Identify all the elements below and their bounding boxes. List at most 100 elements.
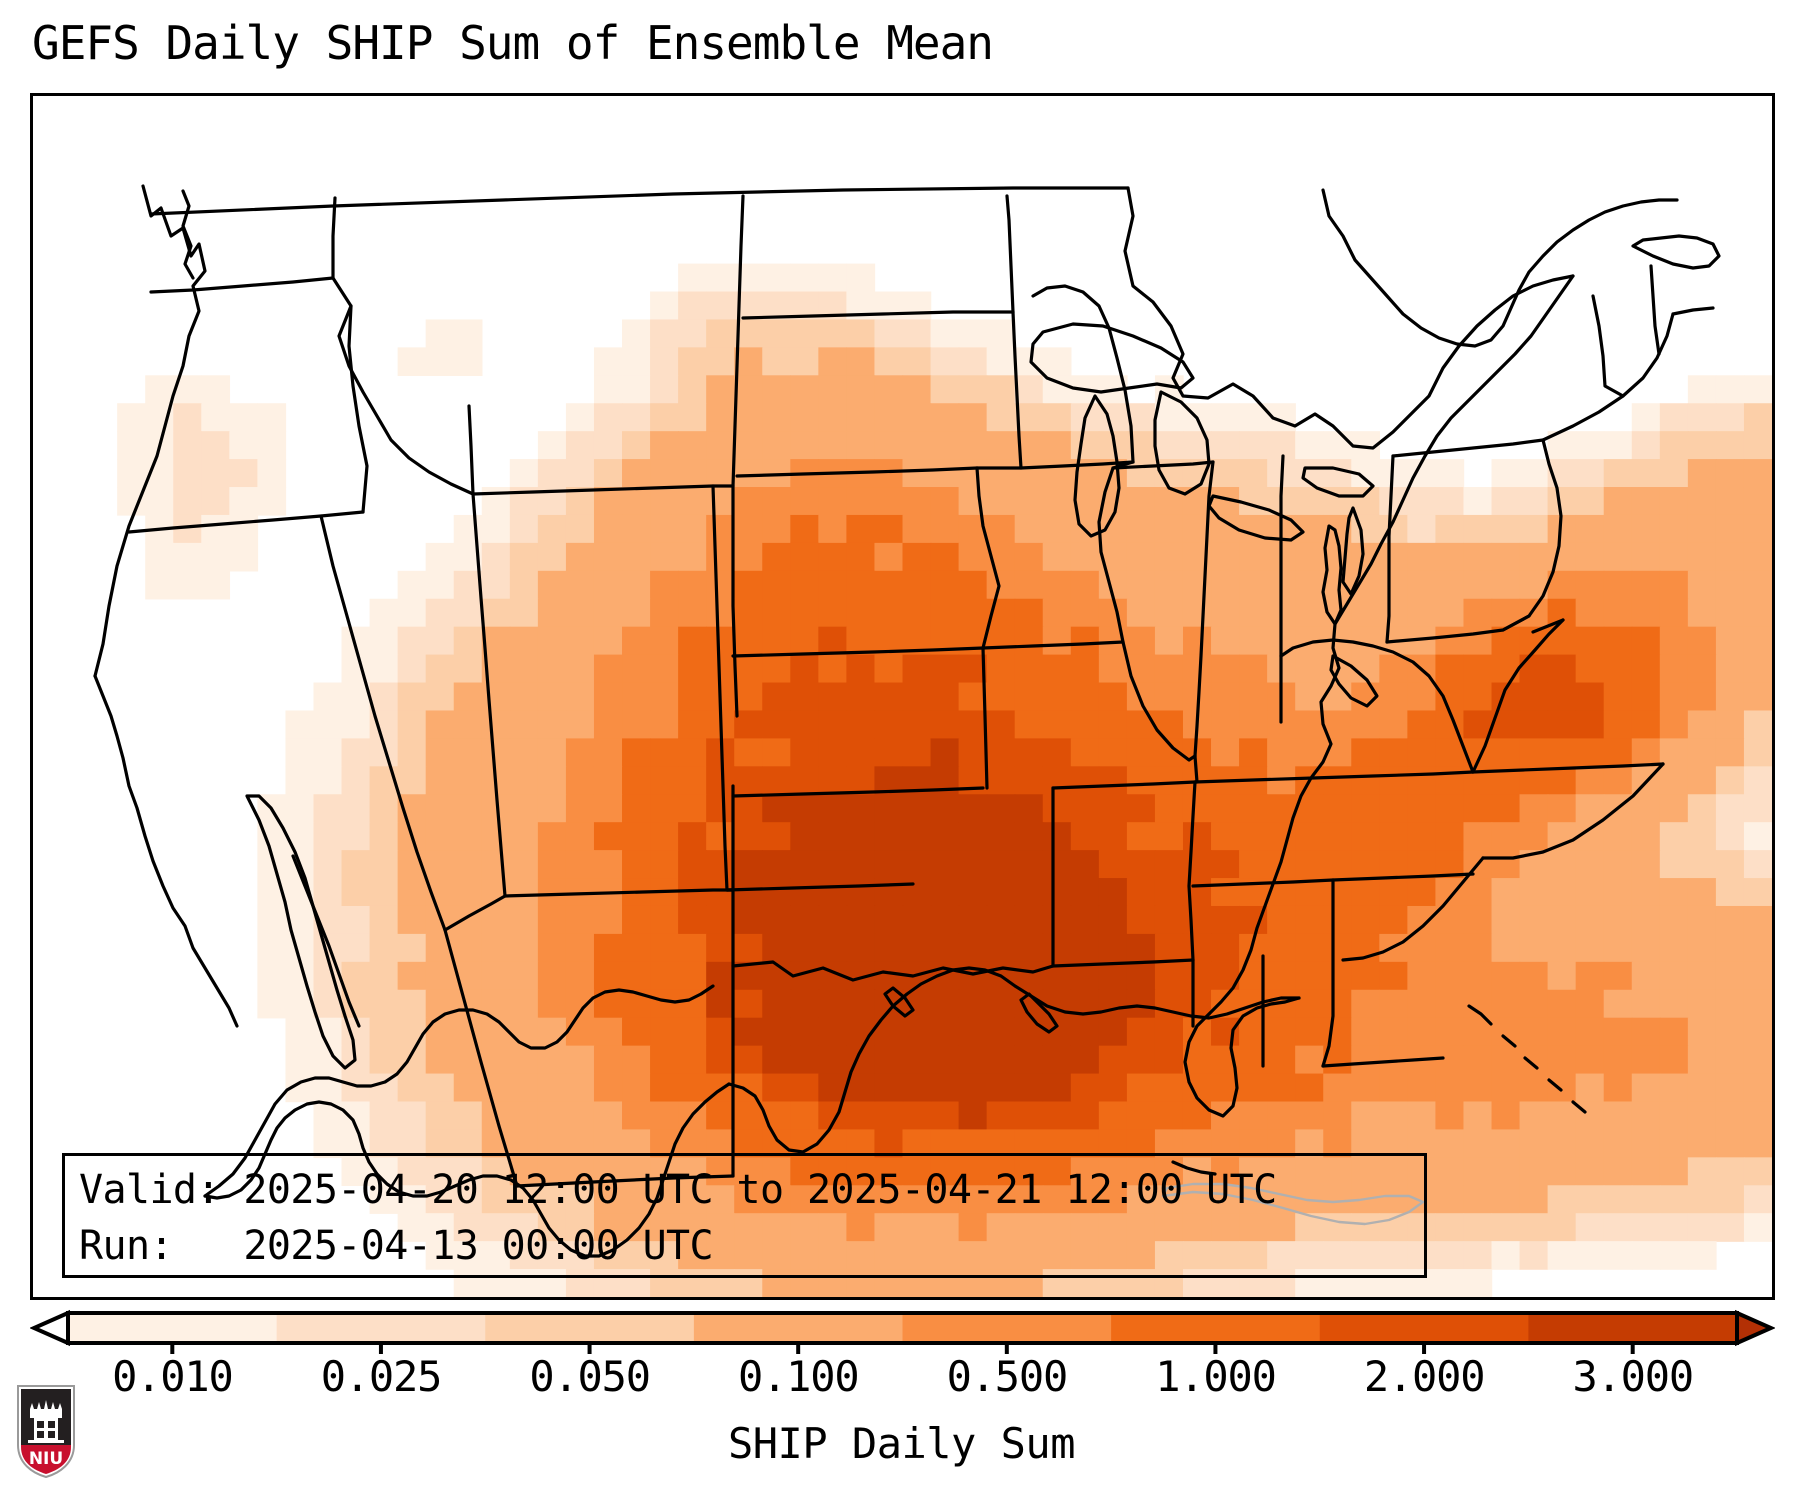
heatmap-cell [1687,1213,1717,1242]
heatmap-cell [790,598,820,628]
heatmap-cell [1098,1241,1128,1270]
heatmap-cell [509,514,539,544]
heatmap-cell [958,1269,988,1297]
heatmap-cell [1603,710,1633,740]
state-line-mo-ky-tn [1193,754,1199,784]
heatmap-cell [1715,1185,1745,1214]
heatmap-cell [762,1045,792,1075]
heatmap-cell [425,1045,455,1075]
heatmap-cell [734,459,763,488]
state-line-id-wy [467,404,475,496]
heatmap-cell [1659,1241,1689,1270]
heatmap-cell [958,431,988,460]
heatmap-cell [958,989,988,1019]
heatmap-cell [1182,1213,1212,1242]
heatmap-cell [1154,542,1184,572]
heatmap-cell [678,905,707,935]
heatmap-cell [902,850,932,879]
heatmap-cell [930,431,960,460]
heatmap-cell [1126,1017,1156,1047]
heatmap-cell [1659,1129,1689,1159]
heatmap-cell [1182,905,1212,935]
heatmap-cell [986,1045,1016,1075]
heatmap-cell [790,1101,820,1131]
heatmap-cell [509,1213,539,1242]
heatmap-cell [622,822,651,851]
heatmap-cell [1379,989,1409,1019]
heatmap-cell [874,542,904,572]
heatmap-cell [706,375,735,404]
heatmap-cell [678,794,707,823]
heatmap-cell [958,878,988,907]
heatmap-cell [285,1045,315,1075]
heatmap-cell [1435,878,1465,907]
heatmap-cell [1575,1185,1605,1214]
heatmap-cell [930,989,960,1019]
heatmap-cell [1463,933,1493,963]
heatmap-cell [874,459,904,488]
heatmap-cell [593,431,623,460]
heatmap-cell [1379,1241,1409,1270]
heatmap-cell [1491,514,1521,544]
heatmap-cell [509,570,539,600]
heatmap-cell [1547,961,1577,991]
heatmap-cell [1407,989,1437,1019]
heatmap-cell [1603,542,1633,572]
heatmap-cell [818,347,848,376]
heatmap-cell [678,933,707,963]
heatmap-cell [1267,1241,1296,1270]
heatmap-cell [1267,431,1296,460]
heatmap-cell [930,598,960,628]
heatmap-cell [313,878,343,907]
heatmap-cell [930,878,960,907]
heatmap-cell [734,1017,763,1047]
heatmap-cell [1659,1017,1689,1047]
heatmap-cell [1042,933,1072,963]
heatmap-cell [1154,1241,1184,1270]
heatmap-cell [397,710,427,740]
heatmap-cell [958,850,988,879]
heatmap-cell [1126,794,1156,823]
heatmap-cell [874,347,904,376]
heatmap-cell [341,961,371,991]
heatmap-cell [790,1017,820,1047]
heatmap-cell [341,766,371,795]
heatmap-cell [509,878,539,907]
heatmap-cell [706,794,735,823]
heatmap-cell [1042,347,1072,376]
heatmap-cell [734,1269,763,1297]
heatmap-cell [509,1045,539,1075]
heatmap-cell [593,1185,623,1214]
heatmap-cell [1407,766,1437,795]
colorbar-tick-label: 0.010 [112,1352,234,1401]
heatmap-cell [481,822,511,851]
heatmap-cell [1126,822,1156,851]
heatmap-cell [762,766,792,795]
heatmap-cell [1603,431,1633,460]
heatmap-cell [622,403,651,432]
heatmap-cell [1295,1073,1324,1103]
heatmap-cell [1407,1017,1437,1047]
heatmap-cell [1407,1157,1437,1186]
heatmap-cell [1351,738,1381,768]
heatmap-cell [1154,766,1184,795]
heatmap-cell [622,794,651,823]
heatmap-cell [537,1185,567,1214]
heatmap-cell [1014,738,1044,768]
heatmap-cell [622,905,651,935]
heatmap-cell [1687,514,1717,544]
heatmap-cell [1603,1101,1633,1131]
heatmap-cell [790,850,820,879]
state-line-wy-co-ut [503,888,735,898]
heatmap-cell [790,1213,820,1242]
heatmap-cell [622,850,651,879]
state-line-nd-mn [1005,194,1015,314]
heatmap-cell [1547,682,1577,712]
heatmap-cell [1351,1241,1381,1270]
heatmap-cell [902,1045,932,1075]
heatmap-cell [1295,822,1324,851]
heatmap-cell [986,375,1016,404]
heatmap-cell [818,487,848,516]
heatmap-cell [762,347,792,376]
state-line-tn-ky [1193,770,1475,784]
